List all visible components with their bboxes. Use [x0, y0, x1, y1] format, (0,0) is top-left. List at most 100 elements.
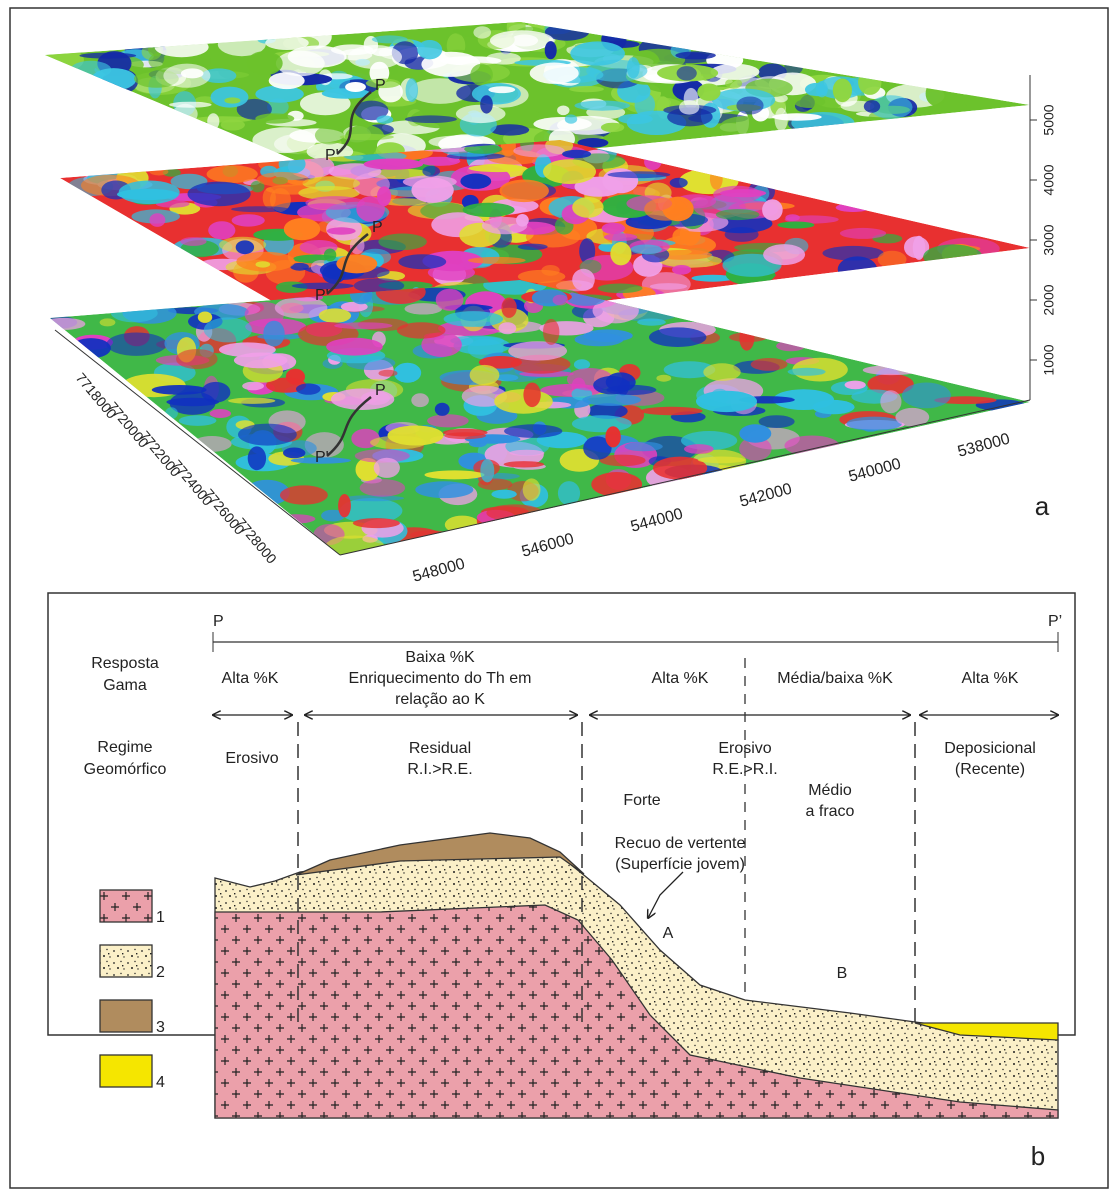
- terrain-patch: [210, 86, 249, 108]
- terrain-patch: [739, 424, 772, 443]
- terrain-patch: [637, 318, 666, 326]
- terrain-patch: [238, 423, 297, 446]
- vertical-tick-label: 1000: [1041, 344, 1057, 375]
- terrain-patch: [557, 481, 581, 506]
- terrain-patch: [654, 249, 712, 260]
- terrain-patch: [787, 367, 826, 376]
- terrain-patch: [640, 406, 703, 416]
- gamma-response: Baixa %K: [405, 649, 475, 666]
- terrain-patch: [610, 242, 632, 266]
- terrain-patch: [246, 51, 283, 76]
- profile-start-label: P: [213, 613, 224, 630]
- terrain-patch: [326, 337, 383, 356]
- terrain-patch: [571, 415, 632, 433]
- terrain-patch: [501, 297, 517, 318]
- point-label: A: [663, 925, 674, 942]
- terrain-patch: [490, 124, 530, 136]
- row-title: Geomórfico: [84, 761, 167, 778]
- terrain-patch: [353, 278, 405, 294]
- terrain-patch: [481, 216, 528, 235]
- regime-label: R.I.>R.E.: [407, 761, 472, 778]
- terrain-patch: [543, 159, 596, 185]
- terrain-patch: [283, 218, 321, 241]
- terrain-patch: [231, 206, 290, 213]
- terrain-patch: [562, 149, 592, 159]
- terrain-patch: [591, 472, 643, 497]
- terrain-patch: [305, 196, 366, 210]
- terrain-patch: [323, 248, 337, 262]
- terrain-patch: [314, 126, 345, 145]
- terrain-patch: [365, 78, 401, 89]
- terrain-patch: [570, 41, 625, 66]
- terrain-patch: [326, 227, 356, 235]
- terrain-patch: [422, 165, 441, 177]
- regime-label: Deposicional: [944, 740, 1036, 757]
- terrain-patch: [195, 96, 215, 104]
- terrain-patch: [573, 359, 591, 370]
- terrain-patch: [473, 26, 492, 39]
- terrain-patch: [710, 63, 760, 80]
- terrain-patch: [268, 72, 305, 90]
- terrain-patch: [99, 318, 116, 327]
- terrain-patch: [470, 63, 493, 86]
- terrain-patch: [644, 197, 688, 221]
- terrain-patch: [378, 233, 427, 251]
- row-title: Regime: [97, 739, 152, 756]
- terrain-patch: [334, 322, 393, 330]
- terrain-patch: [697, 456, 746, 464]
- terrain-patch: [557, 105, 570, 116]
- terrain-patch: [867, 373, 914, 395]
- terrain-patch: [255, 85, 304, 103]
- profile-line: [326, 396, 372, 457]
- terrain-patch: [597, 283, 643, 294]
- terrain-patch: [263, 320, 285, 347]
- terrain-patch: [338, 494, 351, 518]
- terrain-patch: [750, 358, 788, 371]
- terrain-patch: [421, 332, 462, 357]
- terrain-patch: [491, 489, 517, 499]
- terrain-patch: [503, 461, 545, 468]
- terrain-patch: [599, 454, 646, 467]
- terrain-patch: [901, 382, 951, 409]
- gamma-response: Alta %K: [962, 670, 1019, 687]
- terrain-patch: [450, 335, 504, 346]
- gamma-response: relação ao K: [395, 691, 485, 708]
- terrain-patch: [255, 113, 295, 124]
- terrain-patch: [494, 389, 553, 414]
- terrain-patch: [345, 82, 366, 92]
- terrain-patch: [275, 50, 325, 77]
- terrain-patch: [444, 432, 487, 440]
- terrain-patch: [672, 228, 692, 245]
- terrain-patch: [630, 244, 662, 255]
- terrain-patch: [354, 449, 410, 463]
- terrain-patch: [815, 81, 828, 98]
- terrain-patch: [352, 518, 400, 529]
- terrain-patch: [603, 233, 638, 242]
- recent-deposit: [914, 1022, 1059, 1041]
- legend-swatch: [99, 944, 153, 978]
- terrain-patch: [577, 138, 609, 148]
- terrain-patch: [373, 457, 400, 478]
- terrain-patch: [469, 364, 500, 386]
- terrain-patch: [424, 470, 485, 480]
- terrain-patch: [250, 180, 265, 193]
- terrain-patch: [593, 376, 630, 395]
- terrain-patch: [321, 509, 346, 522]
- profile-line: [336, 91, 372, 155]
- gamma-response: Alta %K: [652, 670, 709, 687]
- terrain-patch: [725, 78, 743, 89]
- terrain-patch: [377, 186, 392, 207]
- terrain-patch: [719, 189, 767, 198]
- terrain-patch: [151, 385, 207, 395]
- erosion-intensity: a fraco: [806, 803, 855, 820]
- profile-start-label: P': [315, 287, 329, 304]
- terrain-patch: [206, 165, 258, 184]
- terrain-patch: [822, 245, 884, 261]
- terrain-patch: [583, 436, 612, 460]
- terrain-patch: [318, 308, 352, 323]
- terrain-patch: [203, 317, 252, 343]
- terrain-patch: [508, 341, 567, 361]
- panel-label: b: [1031, 1141, 1045, 1171]
- terrain-patch: [552, 294, 568, 306]
